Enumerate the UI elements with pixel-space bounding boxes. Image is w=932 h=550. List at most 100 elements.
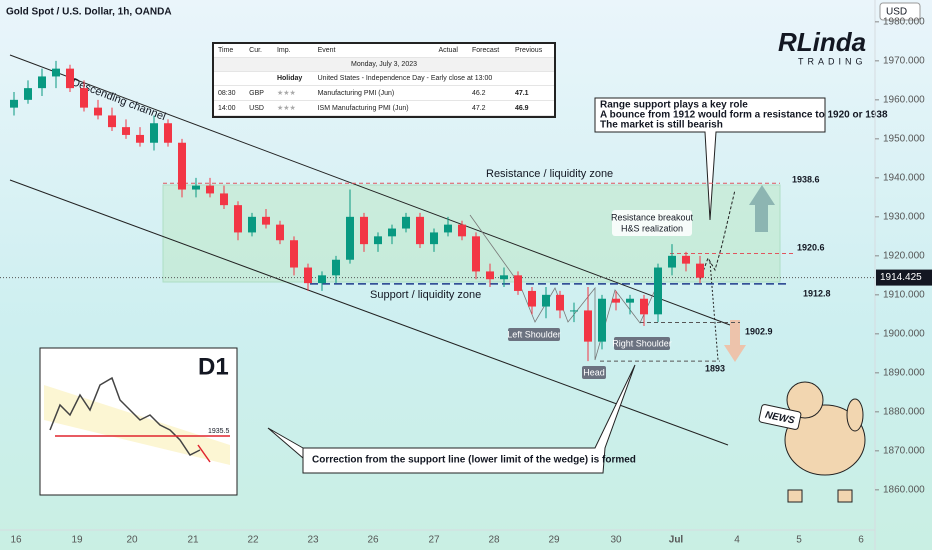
candle-body [178, 142, 186, 190]
x-tick-label: Jul [669, 535, 684, 546]
forecast: 46.2 [467, 85, 511, 101]
candle-body [682, 255, 690, 264]
logo: RLinda [778, 27, 866, 57]
candle-body [318, 275, 326, 284]
column-header: Actual [434, 44, 468, 58]
x-tick-label: 16 [10, 535, 22, 546]
importance: Holiday [272, 71, 314, 86]
candle-body [136, 134, 144, 143]
level-label: 1920.6 [797, 242, 825, 252]
column-header: Time [214, 44, 246, 58]
candle-body [290, 240, 298, 268]
candle-body [374, 236, 382, 245]
candle-body [458, 224, 466, 237]
candle-body [612, 298, 620, 303]
level-label: 1912.8 [803, 288, 831, 298]
candle-body [234, 205, 242, 233]
candle-body [206, 185, 214, 194]
x-tick-label: 20 [126, 535, 138, 546]
column-header: Previous [510, 44, 554, 58]
candle-body [654, 267, 662, 315]
economic-calendar: Time Cur. Imp. Event Actual Forecast Previous … [212, 42, 556, 118]
x-tick-label: 26 [367, 535, 379, 546]
head: Head [583, 367, 605, 377]
arrow-down [724, 320, 746, 362]
time: 14:00 [214, 100, 246, 116]
candle-body [304, 267, 312, 284]
inset-price [49, 376, 201, 456]
candle-body [472, 236, 480, 272]
candle-body [626, 298, 634, 303]
candle-body [94, 107, 102, 116]
candle-body [66, 68, 74, 89]
hs-pattern [519, 284, 656, 361]
previous: 46.9 [510, 100, 554, 116]
idea-text: The market is still bearish [600, 120, 723, 131]
candle-body [248, 216, 256, 233]
candle-body [640, 298, 648, 315]
inset-level-label: 1935.5 [208, 428, 230, 435]
candle-body [24, 88, 32, 100]
y-tick-label: 1970.000 [883, 55, 925, 66]
zone-label: Resistance / liquidity zone [486, 168, 613, 180]
column-header: Imp. [272, 44, 314, 58]
calendar-date: Monday, July 3, 2023 [214, 57, 554, 72]
column-header: Cur. [245, 44, 273, 58]
forecast: 47.2 [467, 100, 511, 116]
y-tick-label: 1980.000 [883, 16, 925, 27]
candle-body [430, 232, 438, 245]
breakout-label: Resistance breakout [611, 212, 694, 222]
x-tick-label: 30 [610, 535, 622, 546]
inset-arrow [197, 444, 211, 463]
previous: 47.1 [510, 85, 554, 101]
label-box [614, 337, 670, 350]
candle-body [556, 294, 564, 311]
x-tick-label: 29 [548, 535, 560, 546]
left-shoulder: Left Shoulder [507, 329, 561, 339]
scenario [699, 189, 736, 281]
y-tick-label: 1890.000 [883, 367, 925, 378]
x-tick-label: 19 [71, 535, 83, 546]
callout [267, 364, 636, 474]
candle-body [220, 193, 228, 206]
candle-body [346, 216, 354, 260]
scenario [709, 261, 719, 361]
chart-title: Gold Spot / U.S. Dollar, 1h, OANDA [6, 7, 172, 18]
candle-body [332, 259, 340, 276]
candle-body [108, 115, 116, 128]
zone-label: Support / liquidity zone [370, 289, 481, 301]
y-tick-label: 1930.000 [883, 211, 925, 222]
candle-body [80, 88, 88, 108]
y-tick-label: 1880.000 [883, 406, 925, 417]
candle-body [150, 123, 158, 143]
y-tick-label: 1950.000 [883, 133, 925, 144]
candle-body [486, 271, 494, 280]
mascot: NEWS [758, 381, 866, 503]
candle-body [514, 275, 522, 291]
idea-text: Range support plays a key role [600, 100, 748, 111]
y-tick-label: 1870.000 [883, 445, 925, 456]
candle-body [192, 185, 200, 190]
idea-text: A bounce from 1912 would form a resistan… [600, 110, 888, 121]
logo: TRADING [798, 56, 867, 66]
time: 08:30 [214, 85, 246, 101]
y-tick-label: 1910.000 [883, 289, 925, 300]
candle-body [402, 216, 410, 229]
label-box [508, 328, 560, 341]
label-box [582, 366, 606, 379]
x-tick-label: 28 [488, 535, 500, 546]
candle-body [696, 263, 704, 278]
candle-body [668, 255, 676, 268]
candle-body [10, 99, 18, 108]
event: Manufacturing PMI (Jun) [313, 85, 435, 101]
candle-body [38, 76, 46, 89]
candle-body [500, 275, 508, 280]
level-label: 1893 [705, 363, 725, 373]
candle-body [52, 68, 60, 77]
y-tick-label: 1940.000 [883, 172, 925, 183]
currency: USD [245, 100, 273, 116]
candle-body [542, 294, 550, 307]
y-tick-label: 1920.000 [883, 250, 925, 261]
